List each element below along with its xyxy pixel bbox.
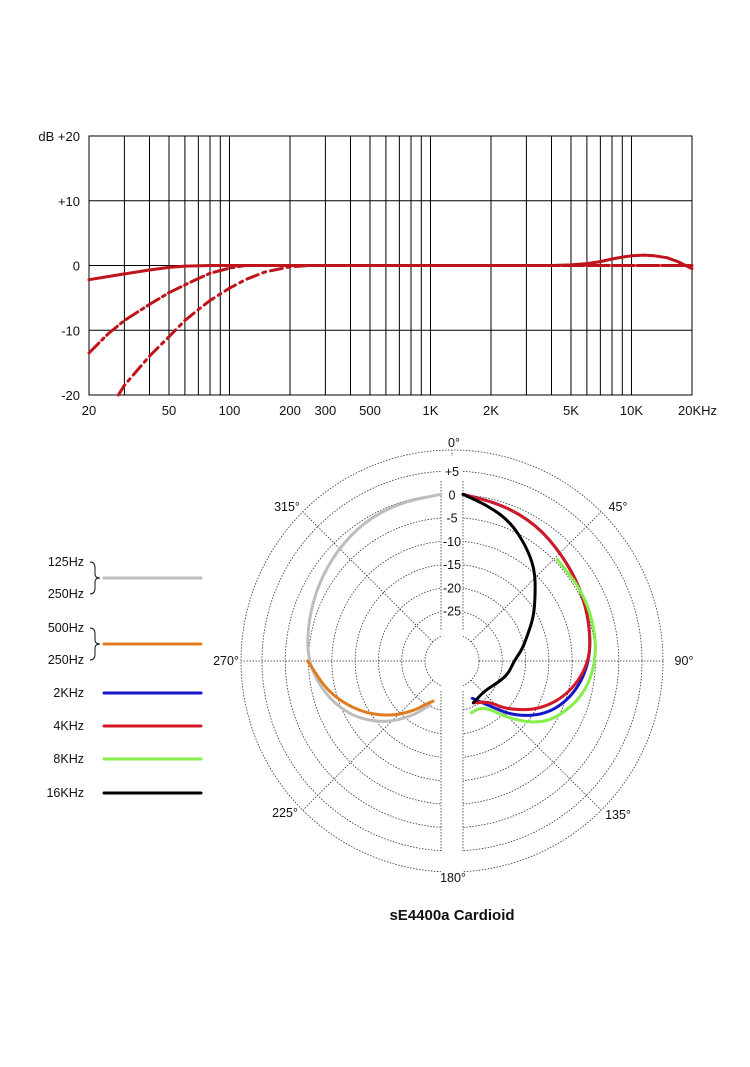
legend-brace <box>89 627 101 661</box>
legend-label: 250Hz <box>48 653 84 667</box>
polar-curve-1 <box>306 492 443 723</box>
angle-label: 180° <box>440 871 466 885</box>
polar-spoke <box>470 511 602 643</box>
polar-curve-5 <box>470 558 597 724</box>
legend-label: 8KHz <box>53 752 84 766</box>
polar-curve-2 <box>306 659 435 717</box>
x-tick-label: 300 <box>315 403 337 418</box>
radial-tick-label: -10 <box>443 535 461 549</box>
radial-tick-label: -20 <box>443 581 461 595</box>
x-tick-label: 10K <box>620 403 643 418</box>
y-tick-label: +10 <box>58 194 80 209</box>
y-tick-label: -20 <box>61 388 80 403</box>
polar-spoke <box>470 679 602 811</box>
polar-curve-6 <box>461 492 537 705</box>
radial-tick-label: -25 <box>443 605 461 619</box>
angle-label: 225° <box>272 806 298 820</box>
x-tick-label: 1K <box>423 403 439 418</box>
legend-label: 2KHz <box>53 686 84 700</box>
x-tick-label: 50 <box>162 403 176 418</box>
legend-label: 4KHz <box>53 719 84 733</box>
angle-label: 90° <box>675 654 694 668</box>
x-tick-label: 100 <box>219 403 241 418</box>
legend-brace <box>89 561 101 595</box>
legend-label: 16KHz <box>46 786 84 800</box>
angle-label: 270° <box>213 654 239 668</box>
radial-tick-label: -15 <box>443 558 461 572</box>
angle-label: 315° <box>274 500 300 514</box>
y-tick-label: dB +20 <box>38 129 80 144</box>
x-tick-label: 5K <box>563 403 579 418</box>
polar-curve-4 <box>461 492 592 712</box>
legend-label: 500Hz <box>48 621 84 635</box>
y-tick-label: -10 <box>61 323 80 338</box>
radial-tick-label: 0 <box>449 488 456 502</box>
angle-label: 0° <box>448 436 460 450</box>
x-tick-label: 200 <box>279 403 301 418</box>
legend-label: 125Hz <box>48 555 84 569</box>
axis-gap <box>441 456 463 876</box>
polar-pattern-chart: +5 0 -5 -10 -15 -20 -25 0° 45° 90° 135° 180° 225° 270… <box>213 436 693 885</box>
radial-tick-label: +5 <box>445 465 459 479</box>
x-tick-label: 2K <box>483 403 499 418</box>
legend-label: 250Hz <box>48 587 84 601</box>
polar-spoke <box>302 511 434 643</box>
x-tick-label: 20 <box>82 403 96 418</box>
x-tick-label: 20KHz <box>678 403 717 418</box>
angle-label: 135° <box>605 808 631 822</box>
angle-label: 45° <box>609 500 628 514</box>
response-curve-3 <box>116 264 694 397</box>
polar-legend: 125Hz 250Hz 500Hz 250Hz 2KHz 4KHz 8KHz 16KHz <box>46 555 203 800</box>
y-tick-label: 0 <box>73 259 80 274</box>
polar-spoke <box>302 679 434 811</box>
chart-title: sE4400a Cardioid <box>389 907 514 924</box>
x-tick-label: 500 <box>359 403 381 418</box>
radial-tick-label: -5 <box>446 512 457 526</box>
